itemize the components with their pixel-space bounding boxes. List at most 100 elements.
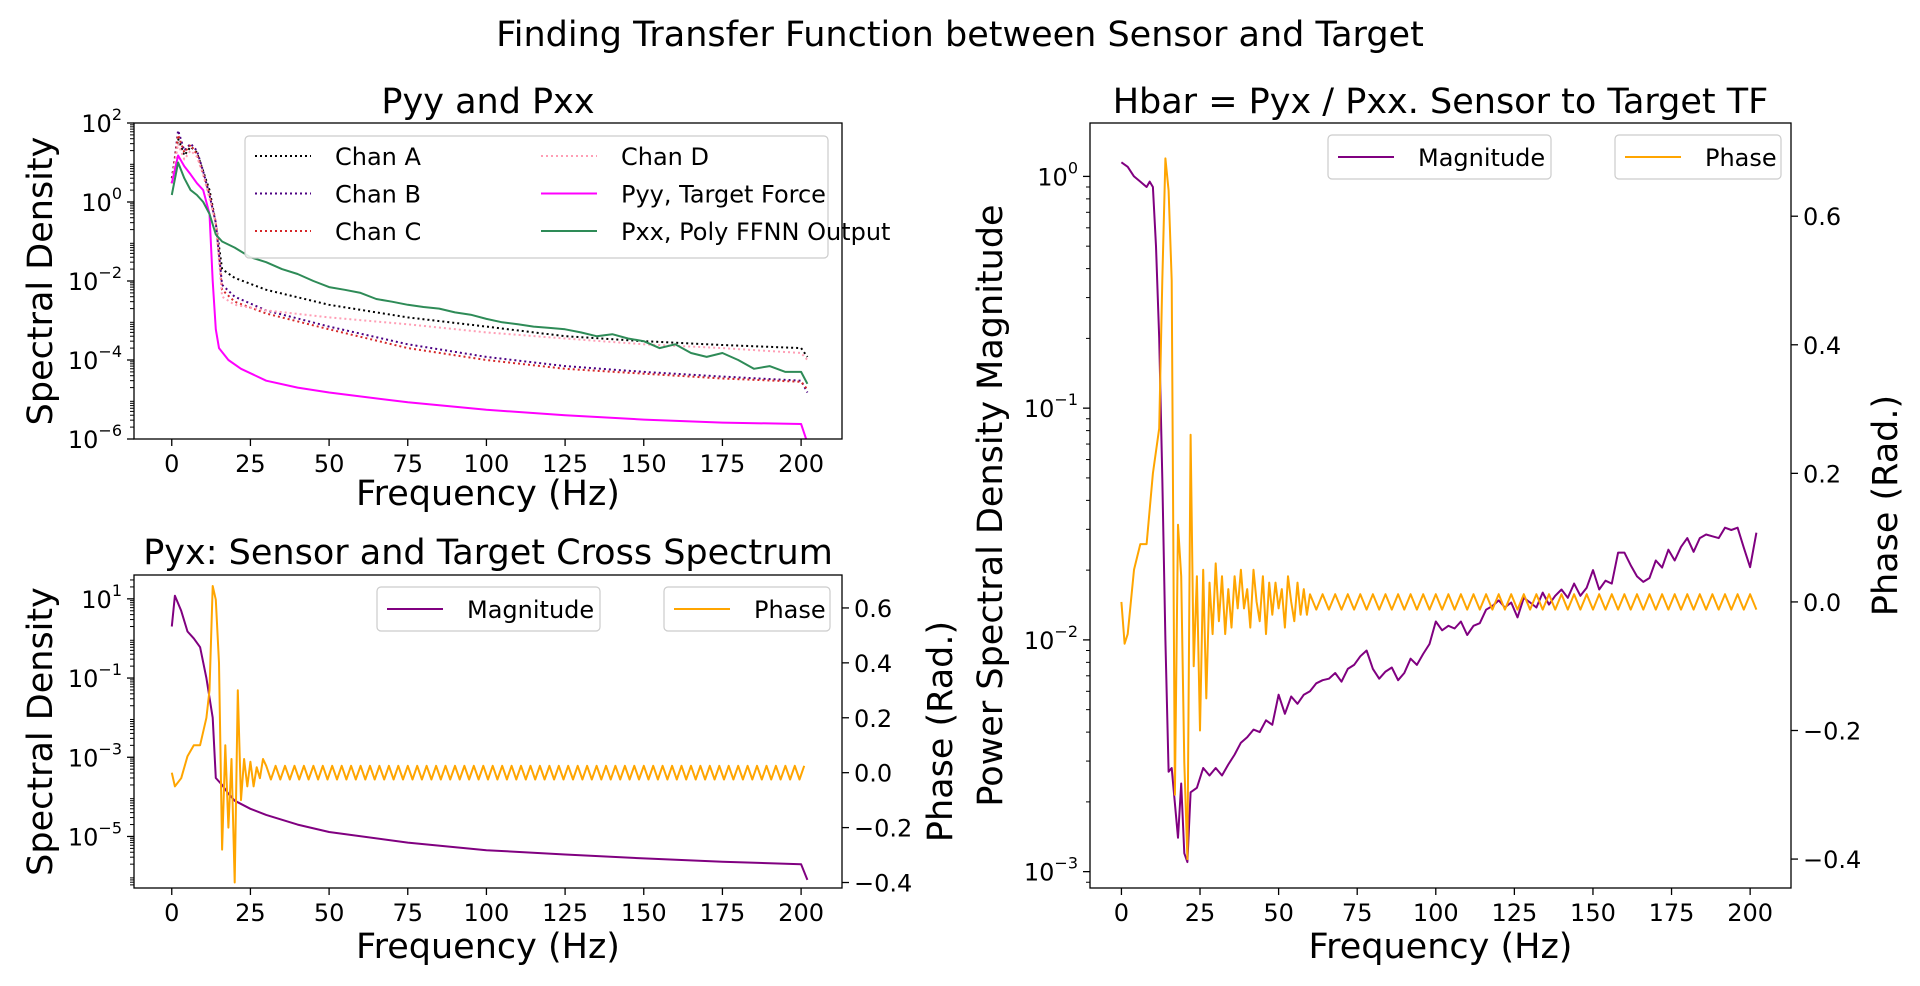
plot-frame xyxy=(133,574,843,889)
y-tick-label-base: 10 xyxy=(68,426,99,454)
series-line-chan-c xyxy=(170,133,809,391)
y-tick-label-exponent: −3 xyxy=(1054,854,1078,873)
y2-tick-label: 0.4 xyxy=(854,650,892,678)
y-tick-label-base: 10 xyxy=(68,665,99,693)
series-line-chan-d xyxy=(170,142,809,361)
y2-tick-label: 0.0 xyxy=(1803,589,1841,617)
x-tick-label: 25 xyxy=(1185,899,1216,927)
y-tick-label: 10−5 xyxy=(68,818,122,851)
y-tick-label: 10−2 xyxy=(68,263,122,296)
legend-entry: Chan C xyxy=(335,218,421,246)
legend: Chan A Chan B Chan C Chan D Pyy, Target Forc… xyxy=(244,135,890,259)
x-tick-label: 200 xyxy=(1727,899,1773,927)
y-tick-label: 10−1 xyxy=(68,660,122,693)
series-line-magnitude xyxy=(170,594,809,881)
x-tick-label: 200 xyxy=(778,450,824,478)
y-tick-label-base: 10 xyxy=(81,189,112,217)
y-tick-label-base: 10 xyxy=(68,744,99,772)
legend-phase: Phase xyxy=(1614,134,1782,180)
y-tick-label-exponent: −2 xyxy=(98,263,122,282)
legend-magnitude: Magnitude xyxy=(376,586,601,632)
y-tick-label: 10−1 xyxy=(1024,390,1078,423)
legend-frame xyxy=(376,586,601,632)
y-tick-label-exponent: 1 xyxy=(112,581,122,600)
legend-entry: Chan D xyxy=(621,143,709,171)
chart-p2: 0 25 50 75 100 125 150 175 20010−510−310−1101−0.… xyxy=(21,533,961,967)
y-tick-label-base: 10 xyxy=(1024,627,1055,655)
y-tick-label-base: 10 xyxy=(68,823,99,851)
plot-title: Pyx: Sensor and Target Cross Spectrum xyxy=(143,533,833,573)
x-tick-label: 100 xyxy=(464,899,510,927)
y2-tick-label: 0.2 xyxy=(854,705,892,733)
x-tick-label: 150 xyxy=(1570,899,1616,927)
legend-frame xyxy=(1327,134,1552,180)
y-tick-label-exponent: −3 xyxy=(98,739,122,758)
y2-tick-label: −0.2 xyxy=(854,815,912,843)
x-axis-label: Frequency (Hz) xyxy=(1309,927,1573,967)
plot-title: Hbar = Pyx / Pxx. Sensor to Target TF xyxy=(1113,82,1769,122)
y-tick-label: 10−3 xyxy=(68,739,122,772)
legend-frame xyxy=(1614,134,1782,180)
y-tick-label-exponent: −1 xyxy=(1054,390,1078,409)
y2-tick-label: 0.0 xyxy=(854,760,892,788)
series-line-pyy-target-force xyxy=(170,154,808,439)
chart-p3: 0 25 50 75 100 125 150 175 20010−310−210−1100−0.… xyxy=(971,82,1906,967)
x-tick-label: 125 xyxy=(542,450,588,478)
figure-title: Finding Transfer Function between Sensor… xyxy=(496,15,1424,55)
y2-tick-label: 0.4 xyxy=(1803,332,1841,360)
legend-entry: Pxx, Poly FFNN Output xyxy=(621,218,890,246)
y-tick-label: 102 xyxy=(81,105,122,138)
series-line-phase xyxy=(1120,157,1758,861)
legend-entry: Chan A xyxy=(335,143,422,171)
y2-tick-label: 0.2 xyxy=(1803,460,1841,488)
legend-entry: Phase xyxy=(1705,144,1777,172)
x-tick-label: 75 xyxy=(1342,899,1373,927)
y-axis-label: Power Spectral Density Magnitude xyxy=(971,204,1011,806)
y2-tick-label: −0.4 xyxy=(1803,846,1861,874)
plot-title: Pyy and Pxx xyxy=(381,82,594,122)
series-group xyxy=(1120,157,1758,864)
x-tick-label: 200 xyxy=(778,899,824,927)
x-tick-label: 125 xyxy=(542,899,588,927)
series-group xyxy=(170,585,809,884)
legend-magnitude: Magnitude xyxy=(1327,134,1552,180)
plot-frame xyxy=(1089,122,1792,889)
y-tick-label-exponent: −5 xyxy=(98,818,122,837)
series-line-magnitude xyxy=(1120,161,1758,864)
y-tick-label: 10−6 xyxy=(68,421,122,454)
x-axis-label: Frequency (Hz) xyxy=(356,927,620,967)
x-tick-label: 100 xyxy=(464,450,510,478)
x-tick-label: 0 xyxy=(164,899,179,927)
x-tick-label: 150 xyxy=(621,450,667,478)
series-line-chan-b xyxy=(170,129,809,393)
x-tick-label: 50 xyxy=(1263,899,1294,927)
y-tick-label: 10−3 xyxy=(1024,854,1078,887)
y-tick-label-base: 10 xyxy=(68,268,99,296)
y-tick-label-exponent: 2 xyxy=(112,105,122,124)
y-tick-label-exponent: 0 xyxy=(1068,158,1078,177)
legend-entry: Magnitude xyxy=(467,596,594,624)
y-tick-label: 100 xyxy=(81,184,122,217)
y-tick-label-base: 10 xyxy=(1037,163,1068,191)
y-tick-label-base: 10 xyxy=(81,110,112,138)
x-tick-label: 75 xyxy=(392,899,423,927)
y-tick-label: 10−2 xyxy=(1024,622,1078,655)
x-tick-label: 150 xyxy=(621,899,667,927)
legend-entry: Phase xyxy=(754,596,826,624)
y-tick-label-base: 10 xyxy=(1024,395,1055,423)
legend-entry: Pyy, Target Force xyxy=(621,181,826,209)
y-tick-label-base: 10 xyxy=(68,347,99,375)
series-line-pxx-poly-ffnn-output xyxy=(170,161,809,385)
y-tick-label-exponent: 0 xyxy=(112,184,122,203)
x-tick-label: 75 xyxy=(392,450,423,478)
legend-frame xyxy=(244,135,829,259)
x-tick-label: 175 xyxy=(700,899,746,927)
y-tick-label: 101 xyxy=(81,581,122,614)
x-tick-label: 0 xyxy=(164,450,179,478)
series-line-phase xyxy=(170,585,806,884)
x-tick-label: 175 xyxy=(1649,899,1695,927)
y2-tick-label: −0.2 xyxy=(1803,718,1861,746)
x-axis-label: Frequency (Hz) xyxy=(356,474,620,514)
series-group xyxy=(170,129,809,439)
